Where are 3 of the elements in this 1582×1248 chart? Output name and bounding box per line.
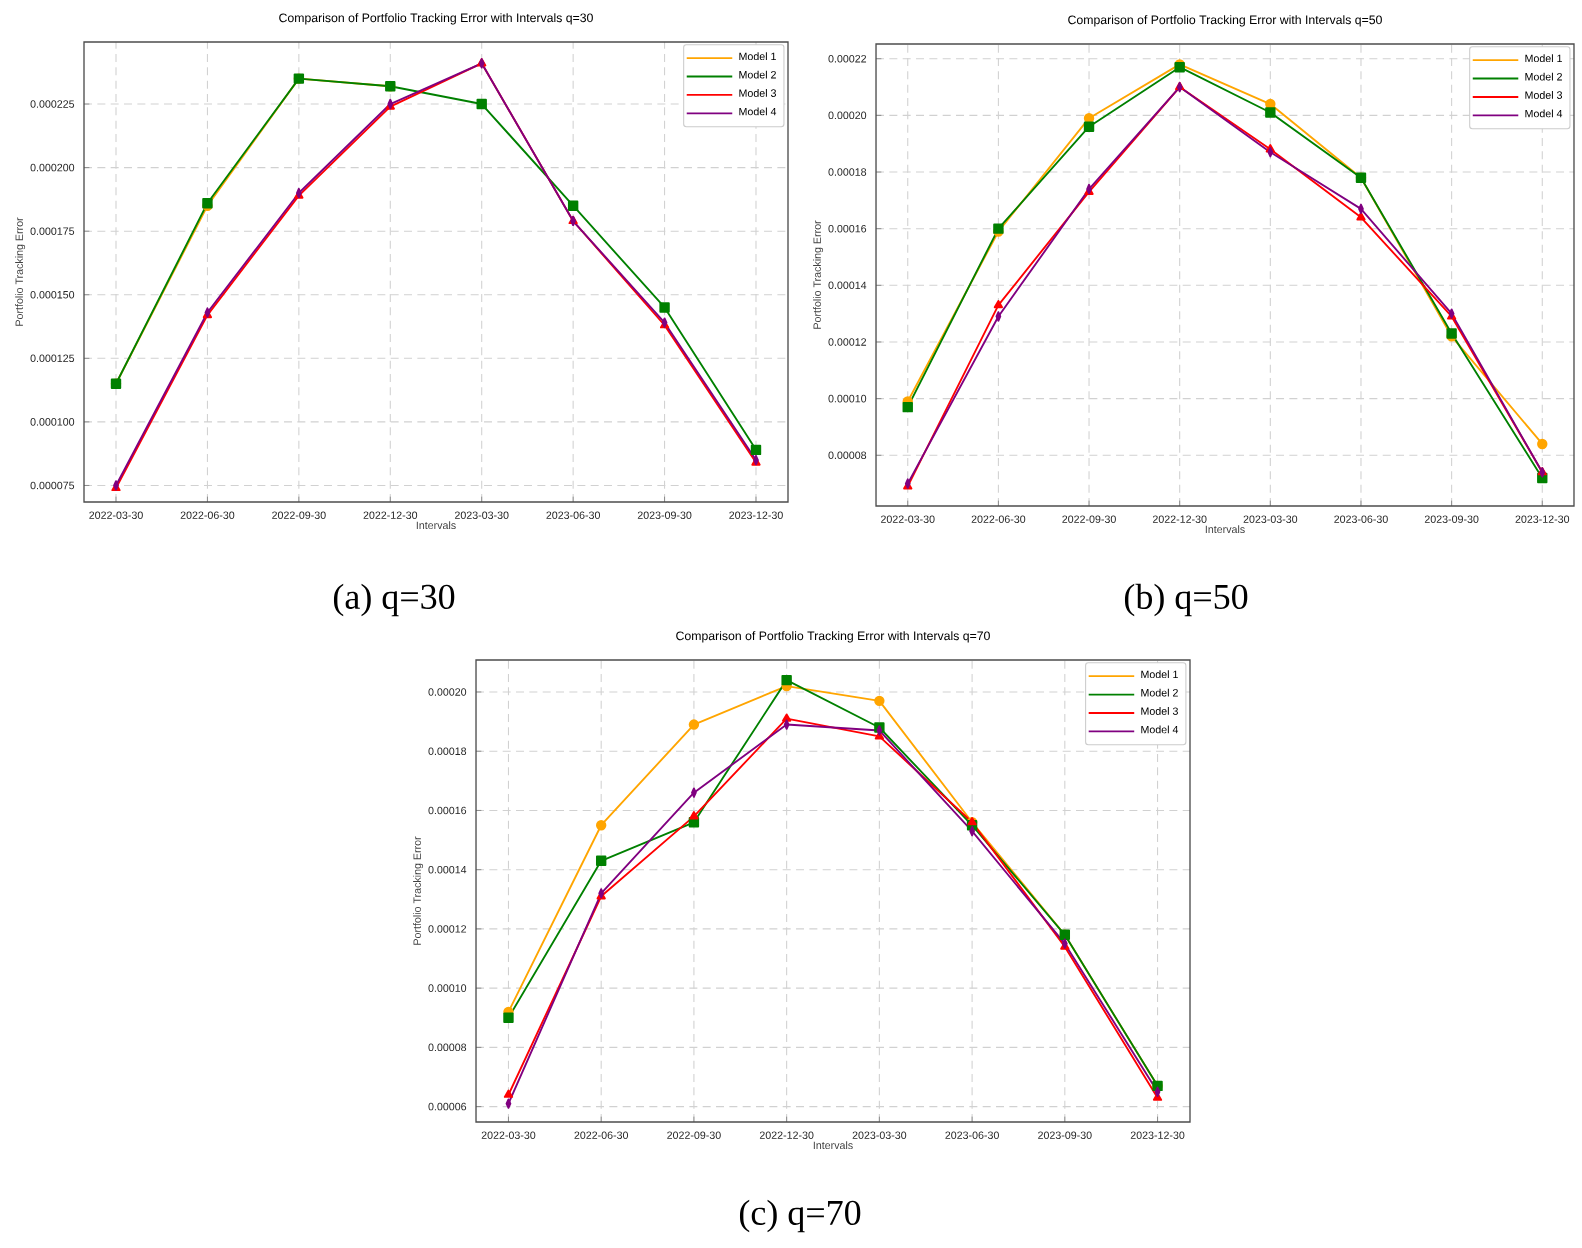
text: (a) q=30 (333, 583, 455, 617)
text: (c) q=70 (739, 1199, 861, 1233)
text: (b) q=50 (1124, 583, 1248, 617)
